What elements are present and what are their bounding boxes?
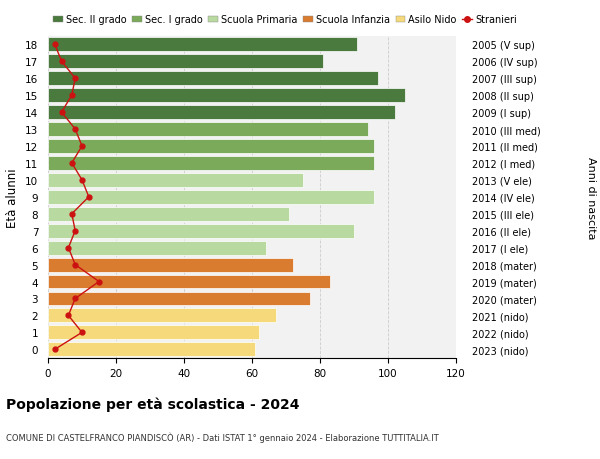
Bar bbox=[48, 123, 368, 137]
Bar bbox=[48, 38, 358, 52]
Bar bbox=[48, 326, 259, 340]
Bar bbox=[48, 207, 289, 221]
Bar bbox=[48, 89, 405, 103]
Bar bbox=[48, 275, 330, 289]
Text: COMUNE DI CASTELFRANCO PIANDISCÒ (AR) - Dati ISTAT 1° gennaio 2024 - Elaborazion: COMUNE DI CASTELFRANCO PIANDISCÒ (AR) - … bbox=[6, 431, 439, 442]
Bar bbox=[48, 309, 276, 323]
Bar bbox=[48, 72, 378, 86]
Bar bbox=[48, 157, 374, 170]
Bar bbox=[48, 292, 310, 306]
Y-axis label: Età alunni: Età alunni bbox=[7, 168, 19, 227]
Bar bbox=[48, 190, 374, 204]
Bar bbox=[48, 106, 395, 120]
Bar bbox=[48, 140, 374, 154]
Bar bbox=[48, 174, 303, 187]
Bar bbox=[48, 258, 293, 272]
Bar bbox=[48, 224, 354, 238]
Text: Anni di nascita: Anni di nascita bbox=[586, 156, 596, 239]
Bar bbox=[48, 55, 323, 69]
Legend: Sec. II grado, Sec. I grado, Scuola Primaria, Scuola Infanzia, Asilo Nido, Stran: Sec. II grado, Sec. I grado, Scuola Prim… bbox=[53, 16, 517, 25]
Text: Popolazione per età scolastica - 2024: Popolazione per età scolastica - 2024 bbox=[6, 397, 299, 412]
Bar bbox=[48, 342, 256, 357]
Bar bbox=[48, 241, 266, 255]
